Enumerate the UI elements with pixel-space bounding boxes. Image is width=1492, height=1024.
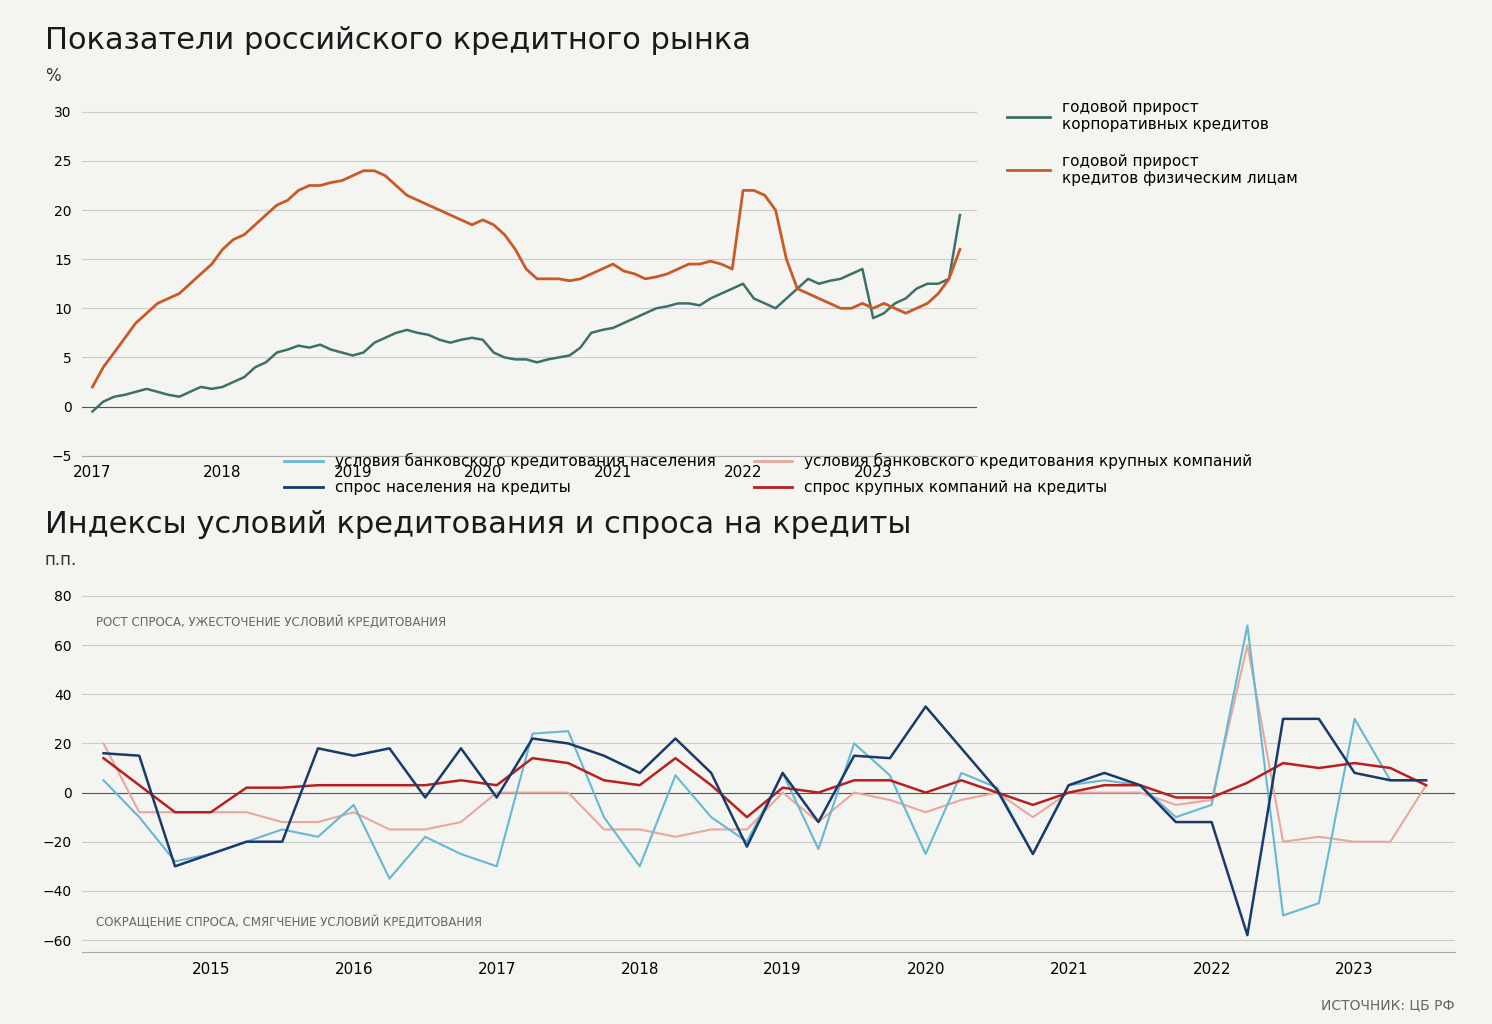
Legend: годовой прирост
корпоративных кредитов, годовой прирост
кредитов физическим лица: годовой прирост корпоративных кредитов, … (1007, 99, 1298, 186)
Text: п.п.: п.п. (45, 551, 78, 569)
Legend: условия банковского кредитования населения, спрос населения на кредиты, условия : условия банковского кредитования населен… (285, 453, 1252, 495)
Text: Показатели российского кредитного рынка: Показатели российского кредитного рынка (45, 26, 750, 54)
Text: ИСТОЧНИК: ЦБ РФ: ИСТОЧНИК: ЦБ РФ (1320, 997, 1455, 1012)
Text: %: % (45, 67, 60, 85)
Text: Индексы условий кредитования и спроса на кредиты: Индексы условий кредитования и спроса на… (45, 510, 912, 539)
Text: РОСТ СПРОСА, УЖЕСТОЧЕНИЕ УСЛОВИЙ КРЕДИТОВАНИЯ: РОСТ СПРОСА, УЖЕСТОЧЕНИЕ УСЛОВИЙ КРЕДИТО… (97, 615, 446, 629)
Text: СОКРАЩЕНИЕ СПРОСА, СМЯГЧЕНИЕ УСЛОВИЙ КРЕДИТОВАНИЯ: СОКРАЩЕНИЕ СПРОСА, СМЯГЧЕНИЕ УСЛОВИЙ КРЕ… (97, 915, 482, 929)
